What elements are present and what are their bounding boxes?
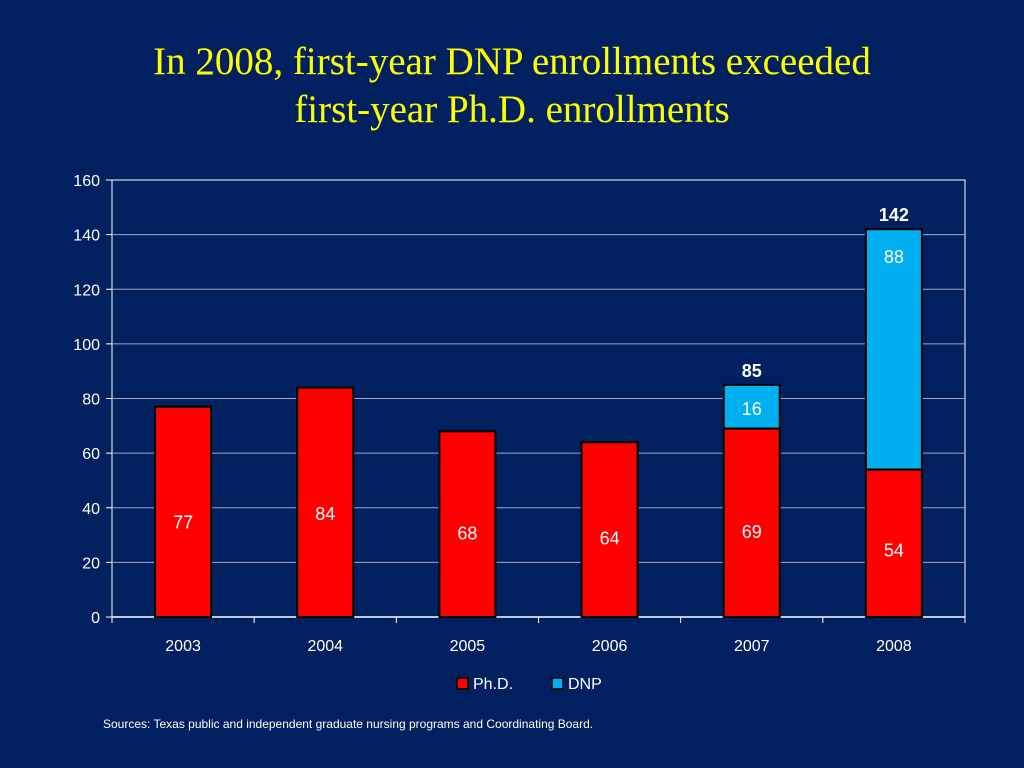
x-tick-label: 2006	[592, 638, 628, 655]
data-label: 16	[742, 399, 762, 419]
bar-dnp-2007	[722, 383, 781, 430]
legend-swatch-dnp	[551, 677, 564, 690]
slide-title-line1: In 2008, first-year DNP enrollments exce…	[153, 40, 871, 83]
x-tick-label: 2004	[307, 638, 343, 655]
y-tick-label: 60	[82, 446, 100, 463]
data-label: 64	[600, 528, 620, 548]
data-label: 69	[742, 522, 762, 542]
y-tick-label: 100	[73, 337, 100, 354]
data-label: 84	[315, 504, 335, 524]
x-tick-label: 2005	[450, 638, 486, 655]
y-tick-label: 0	[91, 610, 100, 627]
y-tick-label: 160	[73, 173, 100, 190]
legend-label: DNP	[568, 676, 602, 693]
slide-title-line2: first-year Ph.D. enrollments	[294, 88, 730, 131]
total-label: 85	[742, 361, 762, 381]
y-tick-label: 140	[73, 228, 100, 245]
data-label: 88	[884, 247, 904, 267]
y-tick-label: 40	[82, 501, 100, 518]
y-tick-label: 120	[73, 282, 100, 299]
legend-label: Ph.D.	[473, 676, 513, 693]
total-label: 142	[879, 205, 909, 225]
slide-title: In 2008, first-year DNP enrollments exce…	[40, 38, 984, 134]
y-tick-label: 20	[82, 555, 100, 572]
bar-phd-2006	[580, 441, 639, 619]
data-label: 77	[173, 512, 193, 532]
source-note: Sources: Texas public and independent gr…	[103, 717, 594, 731]
bar-phd-2008	[864, 468, 923, 619]
x-tick-label: 2003	[165, 638, 201, 655]
data-label: 54	[884, 541, 904, 561]
bar-phd-2005	[438, 430, 497, 618]
bar-phd-2007	[722, 427, 781, 619]
y-tick-label: 80	[82, 392, 100, 409]
bar-phd-2004	[296, 386, 355, 619]
legend-swatch-phd	[456, 677, 469, 690]
data-label: 68	[457, 523, 477, 543]
bar-phd-2003	[154, 405, 213, 618]
x-tick-label: 2008	[876, 638, 912, 655]
bar-dnp-2008	[864, 228, 923, 471]
x-tick-label: 2007	[734, 638, 770, 655]
